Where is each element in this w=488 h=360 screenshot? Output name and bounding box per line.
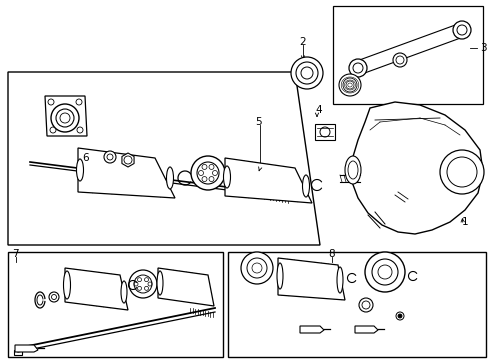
Ellipse shape — [157, 271, 163, 295]
Circle shape — [107, 154, 113, 160]
Text: 8: 8 — [327, 249, 334, 259]
Circle shape — [338, 74, 360, 96]
Polygon shape — [224, 158, 311, 203]
Polygon shape — [278, 258, 345, 300]
Text: 3: 3 — [479, 43, 486, 53]
Bar — [332, 6, 482, 104]
Circle shape — [439, 150, 483, 194]
Circle shape — [392, 53, 406, 67]
Circle shape — [60, 113, 70, 123]
Circle shape — [452, 21, 470, 39]
Circle shape — [348, 59, 366, 77]
Circle shape — [364, 252, 404, 292]
Ellipse shape — [76, 159, 83, 181]
Polygon shape — [158, 268, 214, 306]
Ellipse shape — [336, 267, 342, 293]
Circle shape — [358, 298, 372, 312]
Circle shape — [51, 104, 79, 132]
Circle shape — [198, 171, 203, 176]
Circle shape — [129, 270, 157, 298]
Circle shape — [202, 165, 206, 170]
Circle shape — [377, 265, 391, 279]
Polygon shape — [78, 148, 175, 198]
Circle shape — [208, 176, 214, 181]
Polygon shape — [15, 345, 38, 352]
Circle shape — [241, 252, 272, 284]
Ellipse shape — [276, 263, 283, 289]
Text: 1: 1 — [461, 217, 468, 227]
Text: 7: 7 — [12, 249, 19, 259]
Text: 6: 6 — [82, 153, 88, 163]
Ellipse shape — [223, 166, 230, 188]
Ellipse shape — [121, 281, 127, 303]
Circle shape — [395, 312, 403, 320]
Polygon shape — [355, 23, 464, 75]
Circle shape — [202, 176, 206, 181]
Circle shape — [104, 151, 116, 163]
Circle shape — [212, 171, 217, 176]
Bar — [227, 252, 485, 357]
Circle shape — [290, 57, 323, 89]
Bar — [14, 350, 22, 355]
Polygon shape — [354, 326, 377, 333]
Ellipse shape — [166, 167, 173, 189]
Text: 5: 5 — [254, 117, 261, 127]
Circle shape — [191, 156, 224, 190]
Text: 4: 4 — [314, 105, 321, 115]
Polygon shape — [122, 153, 134, 167]
Circle shape — [208, 165, 214, 170]
Polygon shape — [351, 102, 482, 234]
Polygon shape — [299, 326, 324, 333]
Ellipse shape — [302, 175, 309, 197]
Polygon shape — [45, 96, 87, 136]
Ellipse shape — [63, 271, 70, 299]
Circle shape — [397, 314, 401, 318]
Polygon shape — [65, 268, 128, 310]
Ellipse shape — [345, 156, 360, 184]
Bar — [8, 252, 223, 357]
Circle shape — [301, 67, 312, 79]
Bar — [314, 124, 334, 140]
Text: 2: 2 — [298, 37, 305, 47]
